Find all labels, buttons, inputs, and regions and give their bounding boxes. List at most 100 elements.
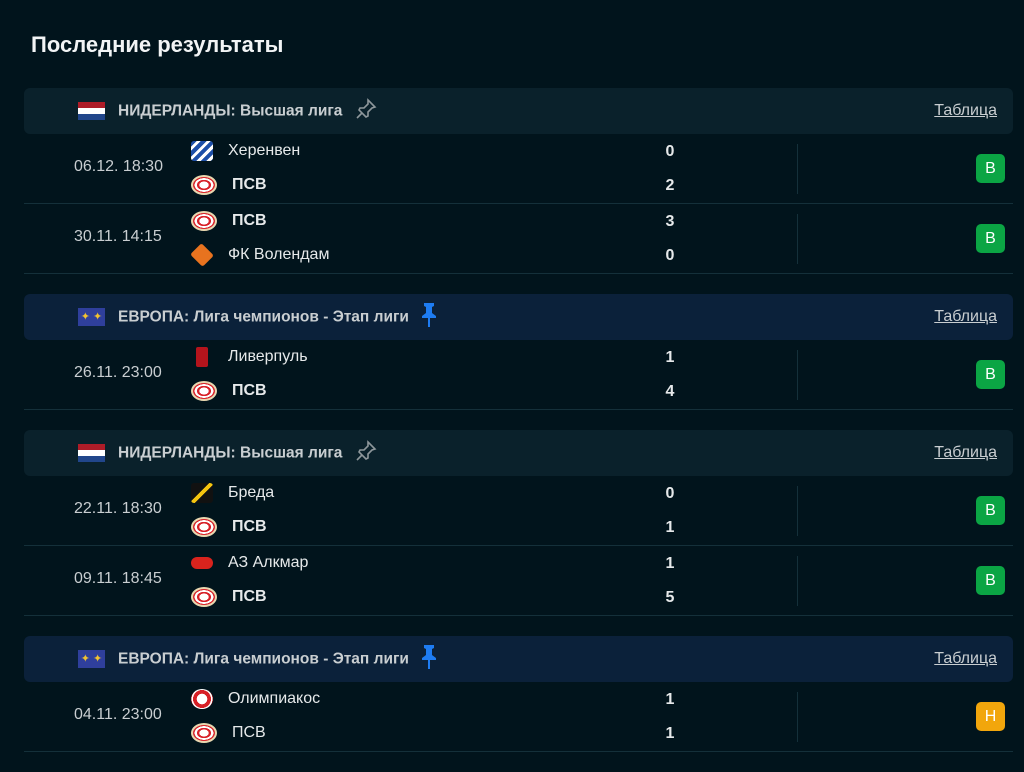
away-score: 0 [665,247,675,264]
away-team-name: ПСВ [232,588,267,605]
match-date: 06.12. 18:30 [74,158,163,175]
away-team: ПСВ [191,722,266,744]
match-row[interactable]: 30.11. 14:15 ПСВ ФК Волендам 3 0 В [24,204,1013,274]
match-row[interactable]: 26.11. 23:00 Ливерпуль ПСВ 1 4 В [24,340,1013,410]
psv-logo-icon [191,381,217,401]
divider [797,350,798,400]
table-link[interactable]: Таблица [934,308,997,325]
psv-logo-icon [191,723,217,743]
pin-icon[interactable] [421,644,437,675]
match-date: 26.11. 23:00 [74,364,162,381]
result-badge: В [976,566,1005,595]
league-title: Лига чемпионов - Этап лиги [193,308,409,326]
away-team-name: ПСВ [232,176,267,193]
league-country: ЕВРОПА: [118,308,190,326]
home-score: 1 [665,555,675,572]
world-flag-icon: ✦ ✦ [78,650,105,668]
netherlands-flag-icon [78,444,105,462]
pin-icon[interactable] [354,97,378,126]
away-team: ПСВ [191,380,267,402]
home-score: 1 [665,349,675,366]
liverpool-logo-icon [196,347,208,367]
league-group: ✦ ✦ ЕВРОПА: Лига чемпионов - Этап лиги Т… [24,294,1013,410]
away-score: 1 [665,519,675,536]
match-row[interactable]: 04.11. 23:00 Олимпиакос ПСВ 1 1 Н [24,682,1013,752]
result-badge: В [976,360,1005,389]
breda-logo-icon [191,483,213,503]
result-badge: В [976,154,1005,183]
home-team: Бреда [191,482,274,504]
psv-logo-icon [191,211,217,231]
match-row[interactable]: 06.12. 18:30 Херенвен ПСВ 0 2 В [24,134,1013,204]
results-list: НИДЕРЛАНДЫ: Высшая лига Таблица 06.12. 1… [24,88,1013,772]
away-team: ПСВ [191,516,267,538]
league-name[interactable]: НИДЕРЛАНДЫ: Высшая лига [118,439,378,468]
home-team-name: АЗ Алкмар [228,554,309,571]
psv-logo-icon [191,517,217,537]
away-score: 5 [665,589,675,606]
league-header: ✦ ✦ ЕВРОПА: Лига чемпионов - Этап лиги Т… [24,636,1013,682]
league-title: Лига чемпионов - Этап лиги [193,650,409,668]
world-flag-icon: ✦ ✦ [78,308,105,326]
divider [797,692,798,742]
psv-logo-icon [191,175,217,195]
away-team: ПСВ [191,586,267,608]
home-team: ПСВ [191,210,267,232]
match-row[interactable]: 22.11. 18:30 Бреда ПСВ 0 1 В [24,476,1013,546]
pin-icon[interactable] [421,302,437,333]
page-title: Последние результаты [31,32,284,57]
league-country: НИДЕРЛАНДЫ: [118,444,236,462]
league-group: НИДЕРЛАНДЫ: Высшая лига Таблица 06.12. 1… [24,88,1013,274]
pin-icon[interactable] [354,439,378,468]
table-link[interactable]: Таблица [934,102,997,119]
divider [797,556,798,606]
home-score: 1 [665,691,675,708]
match-date: 09.11. 18:45 [74,570,162,587]
league-name[interactable]: ЕВРОПА: Лига чемпионов - Этап лиги [118,644,437,675]
match-row[interactable]: 09.11. 18:45 АЗ Алкмар ПСВ 1 5 В [24,546,1013,616]
table-link[interactable]: Таблица [934,650,997,667]
home-team-name: Ливерпуль [228,348,308,365]
home-score: 0 [665,143,675,160]
league-group: ✦ ✦ ЕВРОПА: Лига чемпионов - Этап лиги Т… [24,636,1013,752]
home-team-name: Олимпиакос [228,690,321,707]
result-badge: В [976,224,1005,253]
result-badge: Н [976,702,1005,731]
league-country: НИДЕРЛАНДЫ: [118,102,236,120]
home-team: Ливерпуль [191,346,308,368]
home-score: 0 [665,485,675,502]
psv-logo-icon [191,587,217,607]
home-team: Херенвен [191,140,300,162]
divider [797,486,798,536]
olympiacos-logo-icon [191,689,213,709]
league-name[interactable]: ЕВРОПА: Лига чемпионов - Этап лиги [118,302,437,333]
away-team: ПСВ [191,174,267,196]
table-link[interactable]: Таблица [934,444,997,461]
league-title: Высшая лига [240,444,343,462]
league-country: ЕВРОПА: [118,650,190,668]
home-team-name: ПСВ [232,212,267,229]
volendam-logo-icon [190,243,214,267]
away-team: ФК Волендам [190,243,329,267]
league-name[interactable]: НИДЕРЛАНДЫ: Высшая лига [118,97,378,126]
league-header: ✦ ✦ ЕВРОПА: Лига чемпионов - Этап лиги Т… [24,294,1013,340]
away-team-name: ПСВ [232,382,267,399]
away-team-name: ПСВ [232,518,267,535]
league-header: НИДЕРЛАНДЫ: Высшая лига Таблица [24,88,1013,134]
home-team: Олимпиакос [191,688,320,710]
az-alkmaar-logo-icon [191,557,213,569]
league-group: НИДЕРЛАНДЫ: Высшая лига Таблица 22.11. 1… [24,430,1013,616]
league-header: НИДЕРЛАНДЫ: Высшая лига Таблица [24,430,1013,476]
match-date: 22.11. 18:30 [74,500,162,517]
result-badge: В [976,496,1005,525]
divider [797,214,798,264]
away-team-name: ПСВ [232,724,266,741]
match-date: 30.11. 14:15 [74,228,162,245]
away-score: 1 [665,725,675,742]
home-score: 3 [665,213,675,230]
home-team-name: Бреда [228,484,275,501]
home-team: АЗ Алкмар [191,552,308,574]
heerenveen-logo-icon [191,141,213,161]
match-date: 04.11. 23:00 [74,706,162,723]
away-score: 2 [665,177,675,194]
